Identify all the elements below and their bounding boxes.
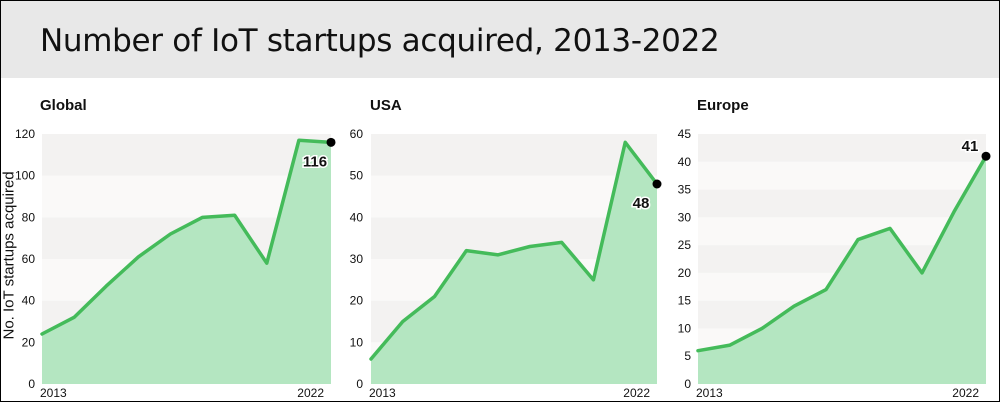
panel-title-global: Global xyxy=(40,97,87,114)
x-tick-label: 2022 xyxy=(297,386,324,400)
y-tick-label: 60 xyxy=(350,127,364,141)
endpoint-dot xyxy=(652,179,662,189)
chart-title: Number of IoT startups acquired, 2013-20… xyxy=(40,23,720,59)
y-tick-label: 5 xyxy=(684,349,691,363)
y-tick-label: 15 xyxy=(678,294,692,308)
y-tick-label: 0 xyxy=(684,377,691,391)
y-tick-label: 10 xyxy=(678,321,692,335)
area-fill xyxy=(42,140,331,384)
y-tick-label: 100 xyxy=(15,169,35,183)
y-tick-label: 0 xyxy=(356,377,363,391)
panel-title-europe: Europe xyxy=(697,97,749,114)
series-line xyxy=(40,138,333,336)
x-tick-label: 2022 xyxy=(952,386,979,400)
y-tick-label: 40 xyxy=(22,294,36,308)
panel-title-usa: USA xyxy=(370,97,402,114)
series-line xyxy=(369,140,659,361)
chart-global: 0 20 40 60 80 100 120 2013 2022 116 xyxy=(15,127,336,400)
series-line xyxy=(696,154,988,353)
y-tick-label: 20 xyxy=(22,335,36,349)
y-tick-label: 10 xyxy=(350,335,364,349)
y-tick-label: 30 xyxy=(678,210,692,224)
end-value-label: 48 xyxy=(633,195,650,212)
grid-band xyxy=(42,134,331,176)
x-tick-label: 2013 xyxy=(40,386,67,400)
x-tick-label: 2013 xyxy=(696,386,723,400)
y-tick-label: 35 xyxy=(678,183,692,197)
endpoint-dot xyxy=(326,137,336,147)
endpoint-dot xyxy=(981,151,991,161)
chart-europe: 0 5 10 15 20 25 30 35 40 45 2013 2022 41 xyxy=(678,127,991,400)
y-tick-label: 0 xyxy=(28,377,35,391)
chart-usa: 0 10 20 30 40 50 60 2013 2022 48 xyxy=(350,127,662,400)
end-value-label: 116 xyxy=(303,153,327,170)
area-fill xyxy=(371,142,657,384)
grid-band xyxy=(371,134,657,176)
grid-band xyxy=(698,134,986,162)
grid-band xyxy=(698,189,986,218)
y-tick-label: 45 xyxy=(678,127,692,141)
x-tick-label: 2013 xyxy=(369,386,396,400)
y-tick-label: 25 xyxy=(678,238,692,252)
y-tick-label: 40 xyxy=(678,155,692,169)
y-tick-label: 40 xyxy=(350,210,364,224)
end-value-label: 41 xyxy=(962,138,979,155)
area-fill xyxy=(698,156,986,384)
grid-band xyxy=(698,161,986,190)
y-tick-label: 60 xyxy=(22,252,36,266)
y-tick-label: 20 xyxy=(350,294,364,308)
y-tick-label: 50 xyxy=(350,169,364,183)
y-tick-label: 30 xyxy=(350,252,364,266)
y-tick-label: 80 xyxy=(22,210,36,224)
y-tick-label: 20 xyxy=(678,266,692,280)
y-tick-label: 120 xyxy=(15,127,35,141)
x-tick-label: 2022 xyxy=(623,386,650,400)
header-bar: Number of IoT startups acquired, 2013-20… xyxy=(1,1,999,78)
